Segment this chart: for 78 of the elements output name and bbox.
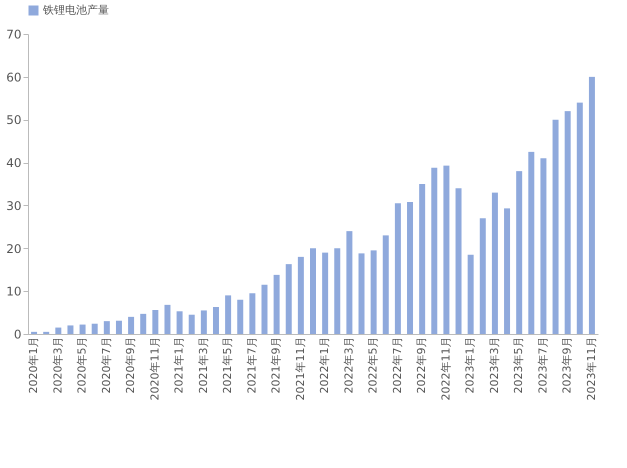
bar — [286, 264, 292, 334]
bar — [443, 166, 450, 334]
bar — [588, 76, 595, 334]
bar — [237, 300, 244, 334]
bar — [504, 208, 510, 334]
bar — [358, 253, 365, 334]
x-tick-label: 2020年3月 — [51, 336, 64, 394]
bar — [104, 321, 110, 334]
x-tick-label: 2022年9月 — [415, 336, 428, 394]
bar — [261, 284, 268, 334]
y-tick-label: 40 — [6, 156, 22, 170]
bar — [382, 235, 389, 334]
bar — [552, 120, 559, 334]
y-tick-label: 10 — [6, 284, 22, 299]
bar — [212, 307, 219, 334]
bar — [322, 252, 328, 334]
bar — [480, 218, 486, 334]
y-tick-label: 20 — [6, 242, 22, 256]
bar — [298, 256, 304, 334]
bar — [564, 111, 571, 334]
x-tick-label: 2023年9月 — [560, 336, 574, 394]
bar — [431, 168, 438, 334]
legend-label: 铁锂电池产量 — [42, 4, 109, 16]
x-tick-label: 2021年5月 — [221, 336, 234, 394]
x-tick-label: 2022年1月 — [318, 336, 332, 394]
bar — [116, 320, 122, 334]
x-tick-label: 2023年5月 — [512, 336, 526, 394]
bar — [370, 250, 377, 334]
bar — [176, 311, 183, 334]
bar — [67, 325, 74, 334]
bar — [310, 248, 316, 334]
bar — [528, 152, 534, 334]
bar — [225, 295, 232, 334]
bar — [140, 314, 146, 334]
x-tick-label: 2021年11月 — [294, 336, 307, 400]
bar — [128, 316, 134, 334]
x-tick-label: 2021年1月 — [172, 336, 186, 394]
x-tick-label: 2020年9月 — [124, 336, 138, 394]
bar — [274, 274, 280, 334]
x-tick-label: 2021年3月 — [196, 336, 210, 394]
bar — [55, 328, 62, 334]
x-tick-label: 2020年1月 — [27, 336, 40, 394]
x-tick-label: 2022年3月 — [342, 336, 356, 394]
bar — [540, 158, 546, 334]
bar — [456, 188, 462, 334]
y-tick-label: 60 — [6, 70, 22, 84]
bar — [576, 102, 583, 334]
x-tick-label: 2021年7月 — [245, 336, 258, 394]
bar — [80, 324, 86, 334]
bar — [468, 254, 474, 334]
bar — [249, 293, 256, 334]
bar — [394, 203, 401, 334]
bar — [346, 231, 352, 334]
y-tick-label: 70 — [6, 28, 22, 42]
x-tick-label: 2023年11月 — [584, 336, 598, 400]
x-tick-label: 2023年3月 — [488, 336, 501, 394]
bar — [152, 310, 158, 334]
bar — [334, 248, 340, 334]
bar — [188, 314, 195, 334]
x-tick-label: 2023年1月 — [464, 336, 477, 394]
bar — [164, 304, 170, 334]
bar — [492, 192, 498, 334]
x-tick-label: 2020年11月 — [148, 336, 162, 400]
x-tick-label: 2022年5月 — [366, 336, 380, 394]
y-tick-label: 0 — [14, 328, 22, 342]
x-tick-label: 2022年7月 — [390, 336, 404, 394]
bar — [200, 310, 207, 334]
x-tick-label: 2021年9月 — [270, 336, 283, 394]
y-tick-label: 50 — [6, 113, 22, 128]
x-tick-label: 2020年5月 — [76, 336, 89, 394]
bar — [516, 171, 522, 334]
bar — [407, 202, 414, 334]
x-tick-label: 2022年11月 — [439, 336, 452, 400]
y-tick-label: 30 — [6, 198, 22, 213]
bar — [419, 184, 426, 334]
x-tick-label: 2023年7月 — [536, 336, 550, 394]
bar — [92, 324, 98, 334]
x-tick-label: 2020年7月 — [100, 336, 113, 394]
